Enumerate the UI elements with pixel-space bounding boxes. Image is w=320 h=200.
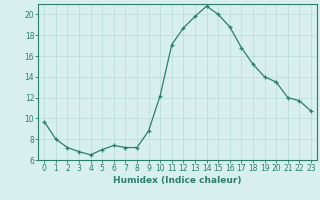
- X-axis label: Humidex (Indice chaleur): Humidex (Indice chaleur): [113, 176, 242, 185]
